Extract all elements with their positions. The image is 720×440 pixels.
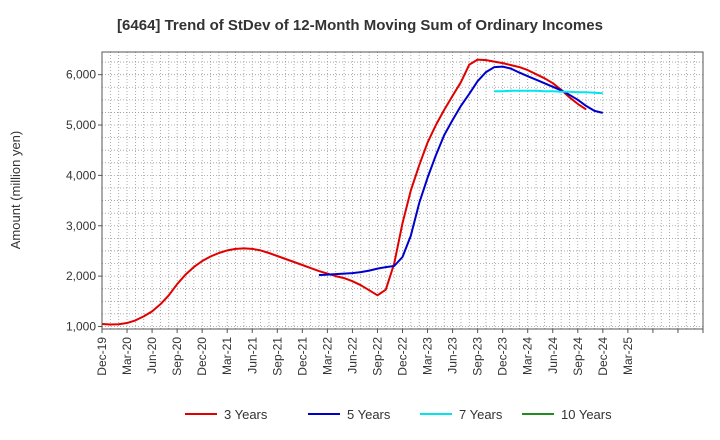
y-tick-label: 6,000 [66,68,96,82]
legend-label-10-years: 10 Years [561,407,612,422]
y-tick-label: 4,000 [66,168,96,182]
x-tick-label: Jun-22 [345,337,359,374]
x-tick-label: Mar-23 [421,337,435,375]
x-tick-label: Mar-20 [120,337,134,375]
x-axis-ticks: Dec-19 Mar-20 Jun-20 Sep-20 Dec-20 Mar-21 Jun-… [95,329,704,376]
series-line-5-years [318,65,604,277]
x-tick-label: Dec-24 [596,337,610,376]
y-tick-label: 1,000 [66,319,96,333]
legend-label-3-years: 3 Years [224,407,268,422]
x-tick-label: Dec-22 [396,337,410,376]
x-tick-label: Sep-24 [571,337,585,376]
y-tick-label: 3,000 [66,219,96,233]
x-tick-label: Dec-19 [95,337,109,376]
x-tick-label: Sep-20 [170,337,184,376]
y-tick-label: 5,000 [66,118,96,132]
x-tick-label: Dec-21 [295,337,309,376]
y-tick-label: 2,000 [66,269,96,283]
x-tick-label: Dec-23 [496,337,510,376]
x-tick-label: Jun-23 [446,337,460,374]
x-tick-label: Sep-21 [270,337,284,376]
x-tick-label: Mar-24 [521,337,535,375]
y-axis-ticks: 1,000 2,000 3,000 4,000 5,000 6,000 [66,68,102,333]
legend-label-5-years: 5 Years [347,407,391,422]
x-tick-label: Dec-20 [195,337,209,376]
x-tick-label: Mar-25 [621,337,635,375]
x-tick-label: Sep-23 [471,337,485,376]
x-tick-label: Jun-21 [245,337,259,374]
x-tick-label: Jun-20 [145,337,159,374]
x-tick-label: Mar-22 [320,337,334,375]
series-layer [101,58,604,326]
chart-title: [6464] Trend of StDev of 12-Month Moving… [117,17,603,34]
legend: 3 Years 5 Years 7 Years 10 Years [185,407,612,422]
x-tick-label: Mar-21 [220,337,234,375]
grid-layer [102,52,703,329]
y-axis-label: Amount (million yen) [8,131,23,250]
series-line-7-years [494,89,603,95]
legend-label-7-years: 7 Years [459,407,503,422]
x-tick-label: Sep-22 [370,337,384,376]
series-line-3-years [101,58,587,326]
x-tick-label: Jun-24 [546,337,560,374]
